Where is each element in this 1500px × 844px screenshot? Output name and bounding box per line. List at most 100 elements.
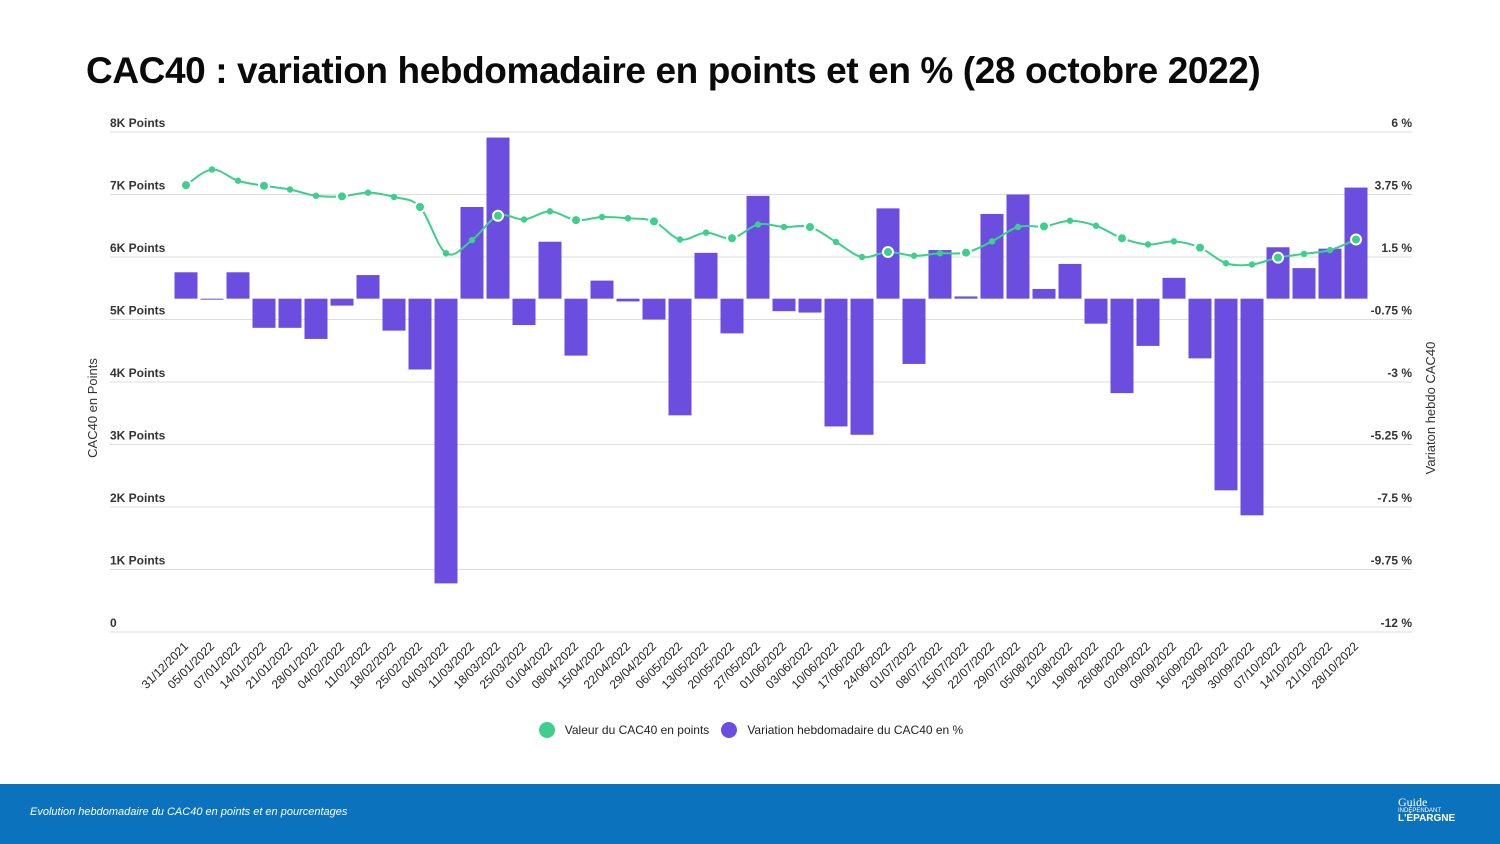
line-point	[726, 232, 738, 245]
line-point	[1300, 250, 1308, 258]
y-axis-right-label: Variaton hebdo CAC40	[1423, 342, 1438, 475]
bar	[304, 298, 328, 339]
line-point	[624, 215, 632, 222]
line-point	[570, 214, 582, 227]
bar	[824, 298, 848, 427]
line-point	[492, 209, 504, 222]
bar	[1240, 298, 1264, 516]
line-point	[882, 246, 894, 258]
line-point	[546, 208, 554, 215]
bar	[668, 298, 692, 416]
left-tick-label: 0	[110, 616, 117, 630]
bar	[642, 298, 666, 320]
chart-area: 0 1K Points 2K Points 3K Points 4K Points 5K …	[85, 116, 1438, 692]
left-tick-label: 6K Points	[110, 241, 166, 255]
bar	[174, 272, 198, 299]
y-axis-left-label: CAC40 en Points	[85, 358, 100, 458]
line-point	[414, 201, 426, 213]
line-point	[1350, 233, 1362, 246]
left-tick-label: 5K Points	[110, 304, 166, 318]
bar	[226, 272, 250, 299]
bar	[356, 275, 380, 299]
line-point	[988, 238, 996, 245]
footer-bar: Evolution hebdomadaire du CAC40 en point…	[0, 784, 1500, 844]
bar	[382, 298, 406, 331]
line-point	[1170, 238, 1178, 245]
line-series	[180, 166, 1362, 268]
line-point	[1014, 223, 1022, 231]
bar-series	[174, 137, 1368, 584]
line-point	[180, 179, 192, 192]
left-tick-label: 3K Points	[110, 429, 166, 443]
bar	[1032, 288, 1056, 299]
brand-logo: Guide INDÉPENDANT L'ÉPARGNE	[1398, 796, 1470, 832]
line-point	[858, 253, 866, 261]
line-point	[804, 221, 816, 233]
bar	[200, 298, 224, 300]
bar	[902, 298, 926, 364]
right-tick-label: -0.75 %	[1371, 304, 1413, 318]
left-axis-ticks: 0 1K Points 2K Points 3K Points 4K Points 5K …	[110, 116, 166, 630]
gridlines	[110, 131, 1412, 633]
left-tick-label: 4K Points	[110, 366, 166, 380]
line-point	[442, 250, 450, 257]
bar	[616, 298, 640, 302]
left-tick-label: 8K Points	[110, 116, 166, 130]
line-point	[390, 193, 398, 201]
legend-swatch-line	[538, 722, 555, 738]
bar	[954, 296, 978, 299]
line-point	[832, 238, 840, 246]
legend-item-line[interactable]: Valeur du CAC40 en points	[538, 722, 710, 738]
x-axis-ticks: 31/12/202105/01/202207/01/202214/01/2022…	[139, 639, 1362, 692]
legend-swatch-bars	[721, 722, 738, 738]
right-tick-label: -9.75 %	[1371, 554, 1413, 568]
line-point	[1248, 261, 1256, 268]
bar	[1162, 277, 1186, 299]
bar	[1058, 263, 1082, 299]
line-path	[185, 168, 1357, 267]
bar	[746, 195, 770, 299]
bar	[1110, 298, 1134, 394]
right-tick-label: -12 %	[1381, 616, 1413, 630]
bar	[1214, 298, 1238, 491]
bar	[278, 298, 302, 328]
line-point	[1194, 241, 1206, 254]
logo-line-2: INDÉPENDANT	[1398, 808, 1442, 814]
bar	[928, 250, 952, 299]
line-point	[336, 190, 348, 203]
line-point	[208, 166, 216, 173]
line-point	[1222, 260, 1230, 267]
line-point	[754, 221, 762, 228]
right-axis-ticks: -12 % -9.75 % -7.5 % -5.25 % -3 % -0.75 % 1.5 …	[1371, 116, 1413, 630]
line-point	[258, 179, 270, 192]
legend-item-bars[interactable]: Variation hebdomadaire du CAC40 en %	[721, 722, 963, 738]
right-tick-label: -5.25 %	[1371, 429, 1413, 443]
legend-label-line: Valeur du CAC40 en points	[564, 723, 710, 737]
line-point	[1038, 220, 1050, 233]
bar	[980, 213, 1004, 299]
footer-caption: Evolution hebdomadaire du CAC40 en point…	[30, 806, 348, 818]
bar	[720, 298, 744, 334]
bar	[798, 298, 822, 313]
right-tick-label: 6 %	[1391, 116, 1412, 130]
line-point	[234, 177, 242, 184]
line-point	[598, 213, 606, 221]
line-point	[364, 189, 372, 196]
logo-line-3: L'ÉPARGNE	[1398, 813, 1456, 824]
line-point	[1144, 241, 1152, 248]
legend: Valeur du CAC40 en points Variation hebd…	[0, 722, 1500, 738]
line-point	[676, 236, 684, 243]
logo-line-1: Guide	[1398, 795, 1428, 809]
bar	[538, 241, 562, 299]
legend-label-bars: Variation hebdomadaire du CAC40 en %	[747, 723, 964, 737]
right-tick-label: -3 %	[1387, 366, 1412, 380]
bar	[1188, 298, 1212, 359]
bar	[564, 298, 588, 356]
bar	[252, 298, 276, 328]
line-point	[1066, 217, 1074, 224]
left-tick-label: 7K Points	[110, 179, 166, 193]
line-point	[648, 215, 660, 228]
line-point	[702, 229, 710, 236]
bar	[434, 298, 458, 584]
line-point	[910, 252, 918, 259]
